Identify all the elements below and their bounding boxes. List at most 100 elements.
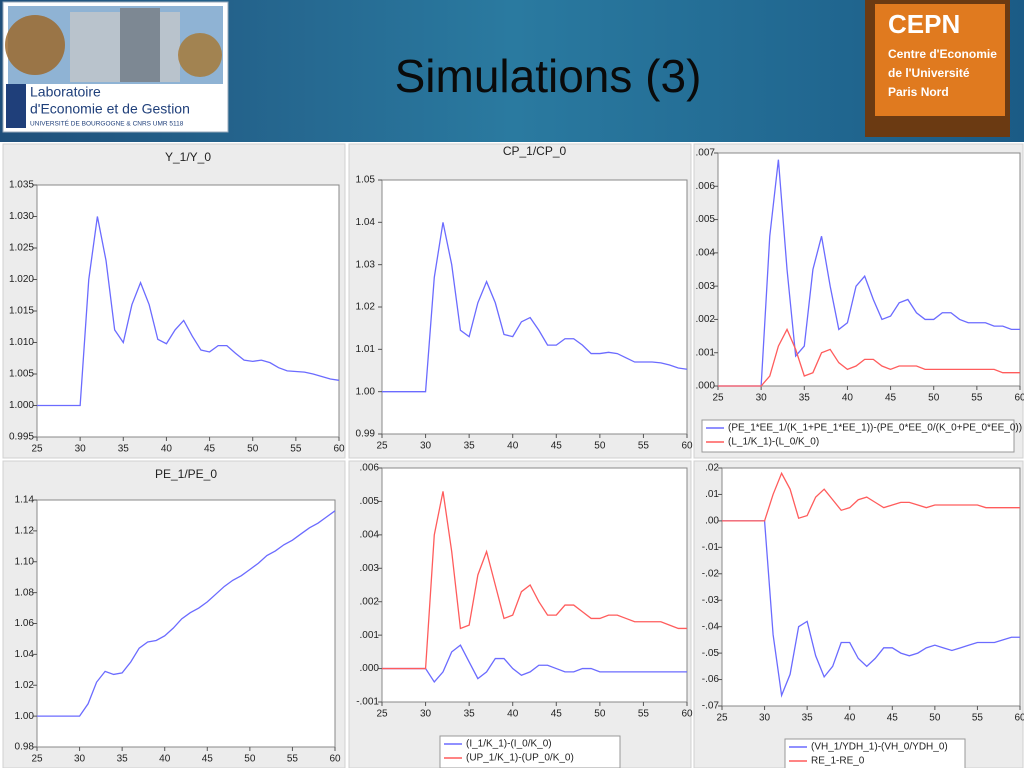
- x-tick-label: 55: [638, 441, 650, 452]
- x-tick-label: 55: [971, 393, 983, 404]
- x-tick-label: 45: [551, 441, 563, 452]
- y-tick-label: .003: [360, 563, 380, 574]
- x-tick-label: 45: [204, 444, 216, 455]
- x-tick-label: 35: [464, 709, 476, 720]
- y-tick-label: 1.020: [9, 274, 34, 285]
- plot-area: [721, 467, 1021, 707]
- logo-tree: [178, 33, 222, 77]
- slide-title: Simulations (3): [395, 50, 702, 102]
- y-tick-label: 0.99: [356, 429, 376, 440]
- logo-text: Laboratoire: [30, 84, 101, 100]
- y-tick-label: -.03: [702, 595, 720, 606]
- x-tick-label: 30: [756, 393, 768, 404]
- data-line: [382, 222, 688, 393]
- x-tick-label: 40: [844, 713, 856, 724]
- logo-name: CEPN: [888, 9, 960, 39]
- y-tick-label: .00: [705, 516, 719, 527]
- y-tick-label: -.05: [702, 648, 720, 659]
- legend-label: (PE_1*EE_1/(K_1+PE_1*EE_1))-(PE_0*EE_0/(…: [728, 423, 1022, 434]
- x-tick-label: 60: [1014, 393, 1024, 404]
- y-tick-label: .004: [360, 529, 380, 540]
- x-tick-label: 40: [161, 444, 173, 455]
- y-tick-label: 1.00: [15, 711, 35, 722]
- legend-label: RE_1-RE_0: [811, 756, 865, 767]
- y-tick-label: 1.05: [356, 175, 376, 186]
- x-tick-label: 50: [244, 754, 256, 765]
- x-tick-label: 30: [74, 754, 86, 765]
- y-tick-label: .01: [705, 489, 719, 500]
- data-line: [718, 159, 1020, 387]
- y-tick-label: 1.00: [356, 386, 376, 397]
- x-tick-label: 30: [420, 709, 432, 720]
- y-tick-label: 0.98: [15, 742, 35, 753]
- logo-panel: [875, 4, 1005, 116]
- left-logo: Laboratoire d'Economie et de Gestion UNI…: [2, 1, 229, 133]
- plot-area: [381, 179, 688, 435]
- logo-text: UNIVERSITÉ DE BOURGOGNE & CNRS UMR 5118: [30, 119, 184, 128]
- x-tick-label: 35: [799, 393, 811, 404]
- logo-tree: [5, 15, 65, 75]
- plot-area: [381, 467, 688, 703]
- charts: Y_1/Y_0 0.995 1.000 1.005 1.010 1.015 1.020 1.0…: [2, 143, 1024, 772]
- legend-box: [439, 735, 621, 769]
- y-tick-label: 1.03: [356, 259, 376, 270]
- x-tick-label: 55: [972, 713, 984, 724]
- y-tick-label: .001: [360, 630, 380, 641]
- legend-box: [784, 738, 966, 772]
- x-tick-label: 60: [333, 444, 345, 455]
- y-tick-label: 1.10: [15, 556, 35, 567]
- x-tick-label: 35: [464, 441, 476, 452]
- data-line: [722, 520, 1020, 698]
- y-tick-label: 1.02: [15, 680, 35, 691]
- legend-label: (VH_1/YDH_1)-(VH_0/YDH_0): [811, 742, 948, 753]
- y-tick-label: 1.04: [15, 649, 35, 660]
- y-tick-label: 1.06: [15, 618, 35, 629]
- legend-label: (I_1/K_1)-(I_0/K_0): [466, 739, 552, 750]
- x-tick-label: 35: [117, 754, 129, 765]
- x-tick-label: 40: [507, 709, 519, 720]
- data-line: [382, 644, 687, 684]
- y-tick-label: 1.000: [9, 400, 34, 411]
- y-tick-label: .006: [696, 181, 716, 192]
- y-tick-label: 0.995: [9, 432, 34, 443]
- chart: -.001 .000 .001 .002 .003 .004 .005 .006 25 30 35 4…: [348, 460, 693, 769]
- x-tick-label: 40: [507, 441, 519, 452]
- x-tick-label: 30: [759, 713, 771, 724]
- x-tick-label: 55: [287, 754, 299, 765]
- data-line: [722, 471, 1020, 522]
- logo-text: d'Economie et de Gestion: [30, 101, 190, 117]
- x-tick-label: 60: [329, 754, 341, 765]
- x-tick-label: 40: [842, 393, 854, 404]
- data-line: [718, 327, 1020, 387]
- x-tick-label: 50: [929, 713, 941, 724]
- y-tick-label: 1.08: [15, 587, 35, 598]
- y-tick-label: .02: [705, 463, 719, 474]
- x-tick-label: 30: [420, 441, 432, 452]
- y-tick-label: 1.02: [356, 302, 376, 313]
- x-tick-label: 40: [159, 754, 171, 765]
- y-tick-label: -.04: [702, 621, 720, 632]
- y-tick-label: -.06: [702, 674, 720, 685]
- y-tick-label: -.01: [702, 542, 720, 553]
- x-tick-label: 25: [31, 444, 43, 455]
- y-tick-label: .005: [696, 214, 716, 225]
- y-tick-label: .005: [360, 496, 380, 507]
- y-tick-label: -.001: [356, 697, 379, 708]
- y-tick-label: .002: [360, 596, 380, 607]
- y-tick-label: 1.01: [356, 344, 376, 355]
- x-tick-label: 25: [712, 393, 724, 404]
- x-tick-label: 35: [118, 444, 130, 455]
- plot-area: [36, 499, 336, 748]
- x-tick-label: 45: [887, 713, 899, 724]
- y-tick-label: .000: [696, 381, 716, 392]
- y-tick-label: 1.035: [9, 180, 34, 191]
- y-tick-label: .003: [696, 281, 716, 292]
- chart: CP_1/CP_0 0.99 1.00 1.01 1.02 1.03 1.04 1.05 25 3…: [348, 143, 693, 459]
- x-tick-label: 25: [31, 754, 43, 765]
- chart-title: Y_1/Y_0: [165, 150, 211, 164]
- chart: Y_1/Y_0 0.995 1.000 1.005 1.010 1.015 1.020 1.0…: [2, 143, 346, 459]
- x-tick-label: 45: [885, 393, 897, 404]
- x-tick-label: 60: [681, 441, 693, 452]
